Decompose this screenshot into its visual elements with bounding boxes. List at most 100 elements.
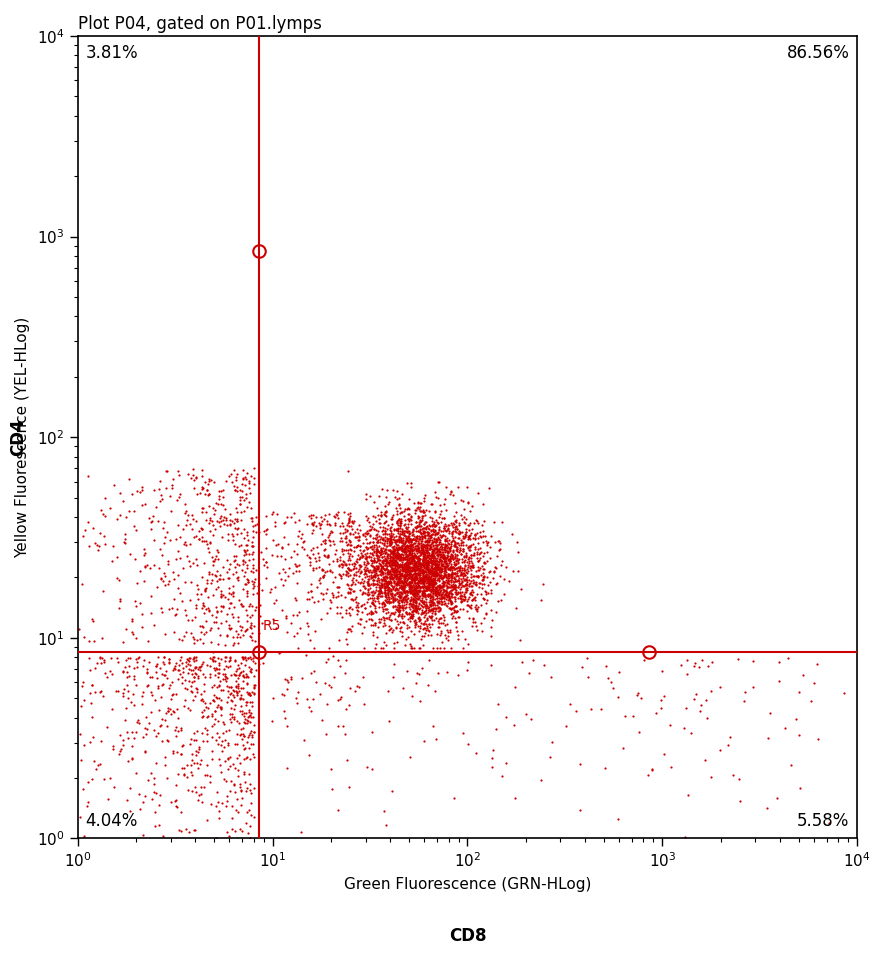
Point bbox=[463, 586, 478, 602]
Point bbox=[424, 538, 438, 553]
Point bbox=[418, 542, 432, 558]
Point bbox=[403, 582, 417, 597]
Point bbox=[406, 566, 420, 582]
Point bbox=[219, 512, 233, 527]
Point bbox=[369, 579, 383, 594]
Point bbox=[419, 582, 433, 597]
Point bbox=[439, 541, 453, 556]
Point bbox=[392, 564, 407, 580]
Point bbox=[198, 669, 213, 685]
Point bbox=[244, 782, 258, 797]
Point bbox=[466, 572, 480, 587]
Point bbox=[427, 573, 441, 588]
Point bbox=[422, 572, 436, 587]
Point bbox=[424, 556, 439, 571]
Point bbox=[654, 701, 668, 716]
Point bbox=[244, 665, 258, 680]
Point bbox=[417, 539, 431, 554]
Point bbox=[454, 562, 468, 578]
Point bbox=[424, 564, 439, 580]
Point bbox=[453, 585, 467, 601]
Point bbox=[376, 609, 390, 625]
Point bbox=[375, 559, 389, 574]
Point bbox=[389, 547, 403, 562]
Point bbox=[443, 594, 457, 609]
Point bbox=[242, 494, 256, 509]
Point bbox=[491, 534, 505, 549]
Point bbox=[377, 602, 392, 617]
Point bbox=[447, 530, 461, 545]
Point bbox=[411, 592, 425, 607]
Point bbox=[361, 576, 375, 591]
Point bbox=[407, 585, 421, 601]
Point bbox=[418, 626, 432, 641]
Point bbox=[354, 564, 368, 580]
Point bbox=[400, 559, 414, 574]
Point bbox=[457, 509, 471, 524]
Point bbox=[746, 653, 760, 668]
Point bbox=[452, 575, 466, 590]
Point bbox=[434, 586, 448, 602]
Point bbox=[438, 550, 452, 565]
Point bbox=[424, 602, 438, 617]
Point bbox=[438, 562, 452, 578]
Point bbox=[413, 561, 427, 576]
Point bbox=[450, 624, 464, 639]
Point bbox=[415, 605, 429, 621]
Point bbox=[137, 496, 152, 511]
Point bbox=[356, 668, 370, 684]
Point bbox=[204, 620, 218, 635]
Point bbox=[400, 618, 415, 633]
Point bbox=[400, 556, 414, 571]
Point bbox=[120, 677, 134, 692]
Point bbox=[440, 586, 455, 602]
Point bbox=[211, 713, 225, 729]
Point bbox=[339, 603, 354, 618]
Point bbox=[113, 593, 127, 608]
Point bbox=[399, 570, 413, 585]
Point bbox=[414, 570, 428, 585]
Point bbox=[437, 548, 451, 563]
Point bbox=[418, 574, 432, 589]
Point bbox=[373, 583, 387, 598]
Point bbox=[185, 674, 199, 690]
Point bbox=[414, 546, 428, 562]
Point bbox=[391, 582, 405, 597]
Point bbox=[405, 610, 419, 626]
Point bbox=[175, 665, 190, 680]
Point bbox=[423, 583, 437, 598]
Point bbox=[354, 545, 369, 561]
Point bbox=[127, 698, 141, 713]
Point bbox=[156, 654, 170, 669]
Point bbox=[226, 756, 240, 772]
Point bbox=[453, 584, 467, 600]
Point bbox=[392, 593, 407, 608]
Point bbox=[237, 521, 252, 537]
Point bbox=[135, 482, 149, 498]
Point bbox=[246, 557, 260, 572]
Point bbox=[277, 552, 291, 567]
Point bbox=[404, 571, 418, 586]
Point bbox=[445, 586, 459, 602]
Point bbox=[382, 581, 396, 596]
Point bbox=[249, 599, 263, 614]
Point bbox=[408, 554, 423, 569]
Point bbox=[416, 578, 431, 593]
Point bbox=[384, 535, 398, 550]
Point bbox=[408, 529, 423, 544]
Point bbox=[416, 584, 431, 599]
Point bbox=[374, 579, 388, 594]
Point bbox=[381, 497, 395, 512]
Point bbox=[394, 557, 408, 572]
Point bbox=[433, 559, 447, 574]
Point bbox=[406, 551, 420, 566]
Point bbox=[153, 474, 167, 489]
Point bbox=[424, 583, 439, 598]
Point bbox=[456, 592, 470, 607]
Point bbox=[398, 501, 412, 517]
Point bbox=[231, 610, 245, 626]
Point bbox=[392, 588, 406, 604]
Point bbox=[445, 583, 459, 598]
Point bbox=[422, 602, 436, 617]
Point bbox=[378, 574, 392, 589]
